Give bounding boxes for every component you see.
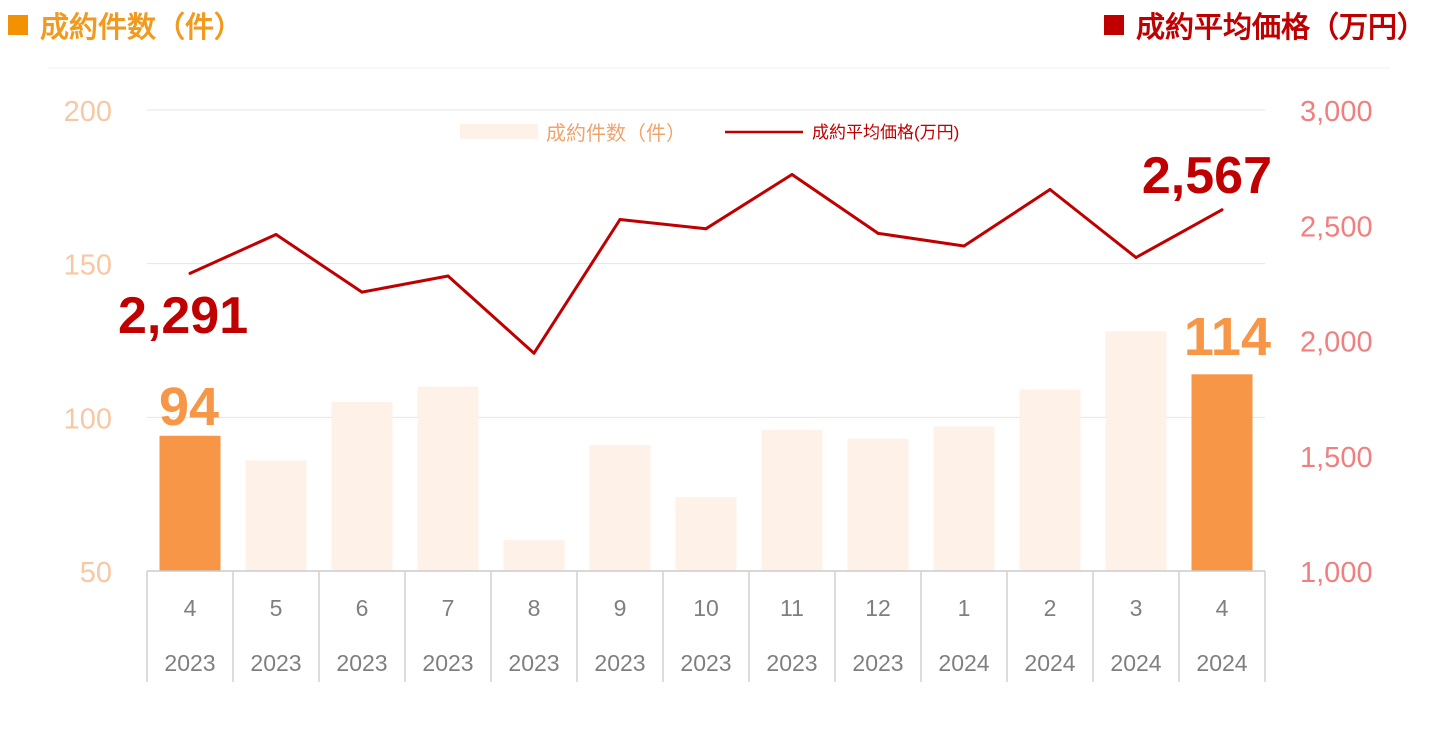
bar [1191,374,1253,571]
left-axis-tick-label: 50 [80,557,112,589]
bar [933,426,995,571]
price-point [618,217,622,221]
bar [589,444,651,571]
x-tick-year-label: 2023 [766,650,817,676]
x-tick-month-label: 1 [958,595,971,621]
price-point [532,351,536,355]
legend-bar-swatch [460,124,538,139]
x-tick-year-label: 2024 [1110,650,1161,676]
data-label: 114 [1184,307,1271,367]
bar [331,401,393,571]
x-tick-year-label: 2023 [594,650,645,676]
x-tick-month-label: 9 [614,595,627,621]
price-point [1220,208,1224,212]
right-axis-tick-label: 1,500 [1300,442,1373,474]
x-tick-month-label: 8 [528,595,541,621]
left-axis-tick-label: 150 [64,250,112,282]
square-marker-icon [8,15,28,35]
bar [245,460,307,571]
price-point [790,173,794,177]
legend-bar-label: 成約件数（件） [546,122,686,145]
category-axis: 4 2023 5 2023 6 2023 7 2023 8 2023 9 2023 10 2023 11 20… [146,570,1266,682]
price-point [876,231,880,235]
x-tick-year-label: 2023 [336,650,387,676]
x-tick-month-label: 4 [1216,595,1229,621]
right-axis-tick-label: 2,000 [1300,327,1373,359]
x-tick-year-label: 2024 [1024,650,1075,676]
x-tick-year-label: 2024 [938,650,989,676]
right-axis-tick-label: 3,000 [1300,96,1373,128]
x-tick-year-label: 2023 [164,650,215,676]
right-axis-title: 成約平均価格（万円） [1103,4,1426,46]
bar [1019,389,1081,571]
right-axis-tick-label: 2,500 [1300,211,1373,243]
x-tick-year-label: 2024 [1196,650,1247,676]
square-marker-icon [1103,15,1124,35]
x-tick-month-label: 4 [184,595,197,621]
x-tick-year-label: 2023 [680,650,731,676]
left-axis-title-text: 成約件数（件） [40,10,244,44]
x-tick-month-label: 5 [270,595,283,621]
price-point [446,274,450,278]
legend: 成約件数（件） 成約平均価格(万円) [460,122,959,145]
left-axis-tick-label: 200 [64,96,112,128]
price-point [962,244,966,248]
bar [417,386,479,571]
bar [761,429,823,571]
price-point [188,271,192,275]
legend-line-label: 成約平均価格(万円) [812,123,959,142]
price-point [360,290,364,294]
bar [847,438,909,571]
bar [1105,331,1167,571]
x-tick-month-label: 2 [1044,595,1057,621]
price-point [704,227,708,231]
price-point [1134,256,1138,260]
x-tick-month-label: 6 [356,595,369,621]
data-label: 2,567 [1142,147,1272,205]
price-point [1048,188,1052,192]
x-tick-year-label: 2023 [508,650,559,676]
x-tick-month-label: 12 [865,595,891,621]
bar [675,497,737,571]
bar [503,540,565,571]
x-tick-month-label: 3 [1130,595,1143,621]
x-tick-year-label: 2023 [422,650,473,676]
x-tick-month-label: 11 [780,595,804,621]
data-label: 94 [159,377,219,437]
left-axis-tick-label: 100 [64,403,112,435]
x-tick-year-label: 2023 [852,650,903,676]
right-axis-title-text: 成約平均価格（万円） [1135,10,1426,44]
price-point [274,232,278,236]
data-label: 2,291 [118,287,248,345]
bar [159,435,221,571]
x-tick-month-label: 10 [693,595,719,621]
right-axis-tick-label: 1,000 [1300,557,1373,589]
x-tick-year-label: 2023 [250,650,301,676]
x-tick-month-label: 7 [442,595,455,621]
left-axis-title: 成約件数（件） [8,4,243,46]
